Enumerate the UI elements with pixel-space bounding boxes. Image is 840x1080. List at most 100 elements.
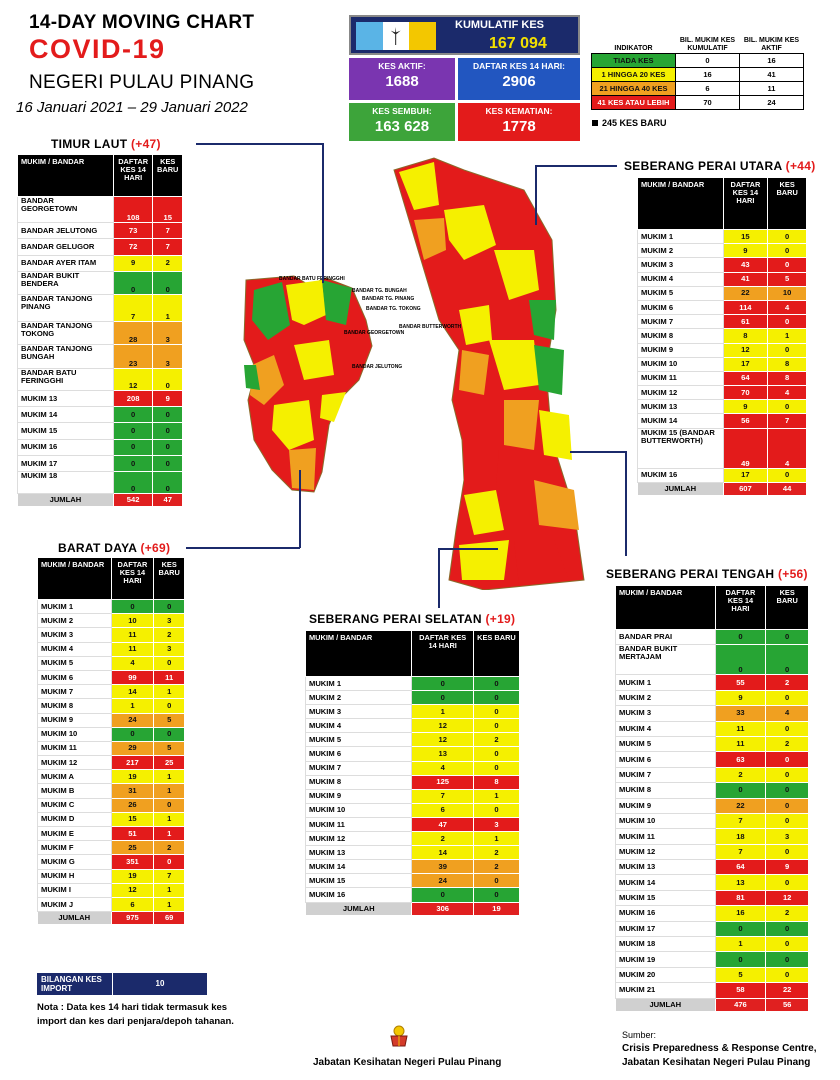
row-label: BANDAR BUKIT MERTAJAM [615, 644, 716, 676]
row-label: MUKIM 11 [615, 828, 716, 845]
daftar-value: 26 [110, 797, 155, 813]
table-header: MUKIM / BANDAR DAFTAR KES 14 HARI KES BARU [637, 177, 807, 230]
title-barat-daya: BARAT DAYA (+69) [58, 541, 171, 555]
daftar-value: 7 [714, 843, 767, 861]
daftar-value: 11 [110, 627, 155, 643]
row-label: MUKIM 21 [615, 982, 716, 999]
baru-value: 1 [472, 788, 521, 804]
table-row: MUKIM 17 0 0 [17, 455, 183, 473]
total-baru: 47 [152, 493, 183, 508]
table-row: MUKIM 3 11 2 [37, 627, 185, 643]
table-row: BANDAR AYER ITAM 9 2 [17, 254, 183, 272]
row-label: MUKIM 14 [637, 413, 724, 429]
baru-value: 0 [472, 802, 521, 818]
title-timur-laut: TIMUR LAUT (+47) [51, 137, 161, 151]
daftar-value: 2 [714, 766, 767, 784]
row-label: MUKIM 16 [17, 438, 114, 457]
moh-crest-icon [388, 1024, 410, 1048]
table-row: MUKIM 4 41 5 [637, 271, 807, 287]
row-label: MUKIM 14 [17, 406, 114, 424]
baru-value: 0 [153, 698, 185, 714]
daftar-value: 19 [110, 769, 155, 785]
total-baru: 69 [153, 911, 185, 926]
table-row: BANDAR BUKIT BENDERA 0 0 [17, 270, 183, 295]
table-row: MUKIM 4 11 3 [37, 641, 185, 657]
baru-value: 4 [767, 299, 807, 316]
daftar-value: 0 [112, 455, 154, 473]
row-label: MUKIM 2 [304, 690, 413, 706]
row-label: MUKIM 2 [637, 243, 724, 259]
col-header-baru: KES BARU [767, 177, 807, 230]
table-row: MUKIM 16 16 2 [615, 905, 809, 922]
daftar-value: 0 [714, 644, 767, 676]
mainland-map [393, 157, 585, 590]
footer-source-line2: Jabatan Kesihatan Negeri Pulau Pinang [622, 1057, 811, 1068]
table-row: MUKIM 21 58 22 [615, 982, 809, 999]
daftar-value: 0 [411, 675, 474, 692]
daftar-value: 73 [112, 221, 154, 240]
baru-value: 3 [153, 641, 185, 657]
row-label: MUKIM 4 [615, 720, 716, 737]
table-row: BANDAR TANJONG TOKONG 28 3 [17, 320, 183, 345]
daftar-value: 81 [714, 889, 767, 907]
daftar-value: 22 [722, 285, 769, 301]
baru-value: 2 [765, 674, 809, 691]
table-row: MUKIM 16 17 0 [637, 467, 807, 483]
table-row: MUKIM 15 81 12 [615, 889, 809, 907]
penang-map: BANDAR BATU FERINGGHI BANDAR TG. BUNGAH … [243, 157, 585, 590]
row-label: MUKIM 12 [615, 843, 716, 861]
row-label: MUKIM 2 [615, 689, 716, 707]
penang-flag-icon [356, 22, 437, 50]
baru-value: 25 [153, 755, 185, 771]
baru-value: 1 [153, 825, 185, 842]
table-row: MUKIM 13 14 2 [304, 845, 521, 861]
row-label: MUKIM 14 [304, 859, 413, 875]
row-label: MUKIM 13 [17, 389, 114, 408]
table-row: MUKIM 15 0 0 [17, 422, 183, 440]
baru-value: 0 [153, 598, 185, 615]
daftar-value: 15 [722, 228, 769, 245]
baru-value: 1 [472, 831, 521, 847]
daftar-value: 16 [714, 905, 767, 922]
baru-value: 0 [152, 455, 183, 473]
table-row: MUKIM 12 70 4 [637, 385, 807, 401]
row-label: BANDAR TANJONG TOKONG [17, 320, 114, 345]
baru-value: 0 [472, 760, 521, 776]
baru-value: 0 [153, 726, 185, 742]
daftar-value: 0 [112, 471, 154, 495]
table-row: MUKIM 8 125 8 [304, 774, 521, 790]
table-row: MUKIM 7 14 1 [37, 684, 185, 700]
baru-value: 2 [472, 845, 521, 861]
baru-value: 0 [152, 406, 183, 424]
table-row: MUKIM 6 114 4 [637, 299, 807, 316]
baru-value: 3 [152, 320, 183, 345]
total-label: JUMLAH [615, 997, 716, 1012]
baru-value: 22 [765, 982, 809, 999]
table-row: MUKIM 11 64 8 [637, 370, 807, 387]
daftar-value: 0 [714, 782, 767, 799]
row-label: MUKIM 9 [637, 342, 724, 358]
daftar-value: 64 [722, 370, 769, 387]
row-label: MUKIM 4 [304, 718, 413, 734]
baru-value: 0 [153, 797, 185, 813]
table-row: MUKIM 12 217 25 [37, 755, 185, 771]
row-label: MUKIM 4 [637, 271, 724, 287]
table-row: MUKIM 7 61 0 [637, 314, 807, 330]
baru-value: 12 [765, 889, 809, 907]
daftar-value: 11 [714, 720, 767, 737]
daftar-value: 7 [112, 293, 154, 322]
import-value: 10 [155, 979, 165, 988]
col-header-mukim: MUKIM / BANDAR [37, 557, 112, 600]
row-label: MUKIM 19 [615, 951, 716, 968]
baru-value: 0 [765, 936, 809, 953]
import-box: BILANGAN KES IMPORT 10 [37, 973, 207, 995]
kes-sembuh-box: KES SEMBUH: 163 628 [349, 103, 455, 141]
baru-value: 1 [152, 293, 183, 322]
total-label: JUMLAH [17, 493, 114, 508]
daftar-value: 0 [411, 887, 474, 903]
title-line1: 14-DAY MOVING CHART [29, 12, 255, 33]
row-label: MUKIM H [37, 868, 112, 884]
daftar-value: 12 [411, 718, 474, 734]
daftar-value: 12 [112, 367, 154, 391]
